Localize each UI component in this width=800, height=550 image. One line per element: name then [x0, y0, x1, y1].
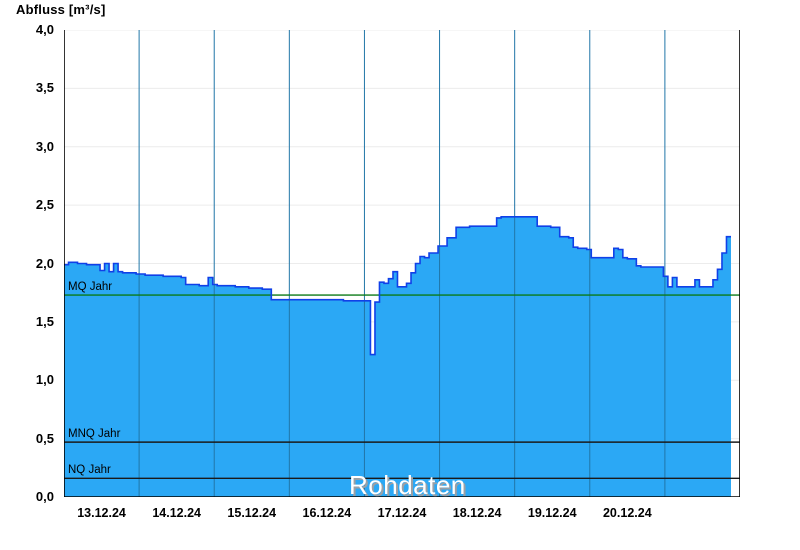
- x-tick-label: 13.12.24: [77, 506, 126, 520]
- y-tick-label: 2,0: [35, 255, 54, 271]
- watermark-rohdaten: Rohdaten: [349, 470, 466, 500]
- discharge-outline: [64, 216, 731, 356]
- y-tick-label: 3,0: [35, 138, 54, 154]
- y-tick-label: 1,5: [35, 313, 54, 329]
- y-tick-label: 3,5: [35, 80, 54, 96]
- y-tick-label: 1,0: [35, 372, 54, 388]
- discharge-area-fill: [64, 216, 731, 497]
- chart-y-axis-title: Abfluss [m³/s]: [16, 2, 106, 17]
- x-tick-label: 16.12.24: [302, 506, 352, 520]
- x-tick-label: 19.12.24: [527, 506, 577, 520]
- x-tick-label: 18.12.24: [452, 506, 502, 520]
- x-tick-label: 20.12.24: [602, 506, 652, 520]
- y-tick-label: 4,0: [35, 22, 54, 37]
- reference-line-label: MQ Jahr: [68, 281, 113, 294]
- y-tick-label: 2,5: [35, 197, 54, 213]
- y-tick-label: 0,0: [35, 489, 54, 504]
- x-tick-label: 17.12.24: [377, 506, 427, 520]
- x-tick-label: 15.12.24: [227, 506, 277, 520]
- y-tick-label: 0,5: [35, 430, 54, 446]
- plot-area: MQ Jahr MNQ Jahr NQ Jahr Rohdaten: [64, 30, 740, 500]
- hydrograph-svg: [64, 30, 740, 497]
- x-tick-label: 14.12.24: [152, 506, 201, 520]
- reference-line-label: MNQ Jahr: [68, 428, 121, 441]
- reference-line-label: NQ Jahr: [68, 464, 111, 477]
